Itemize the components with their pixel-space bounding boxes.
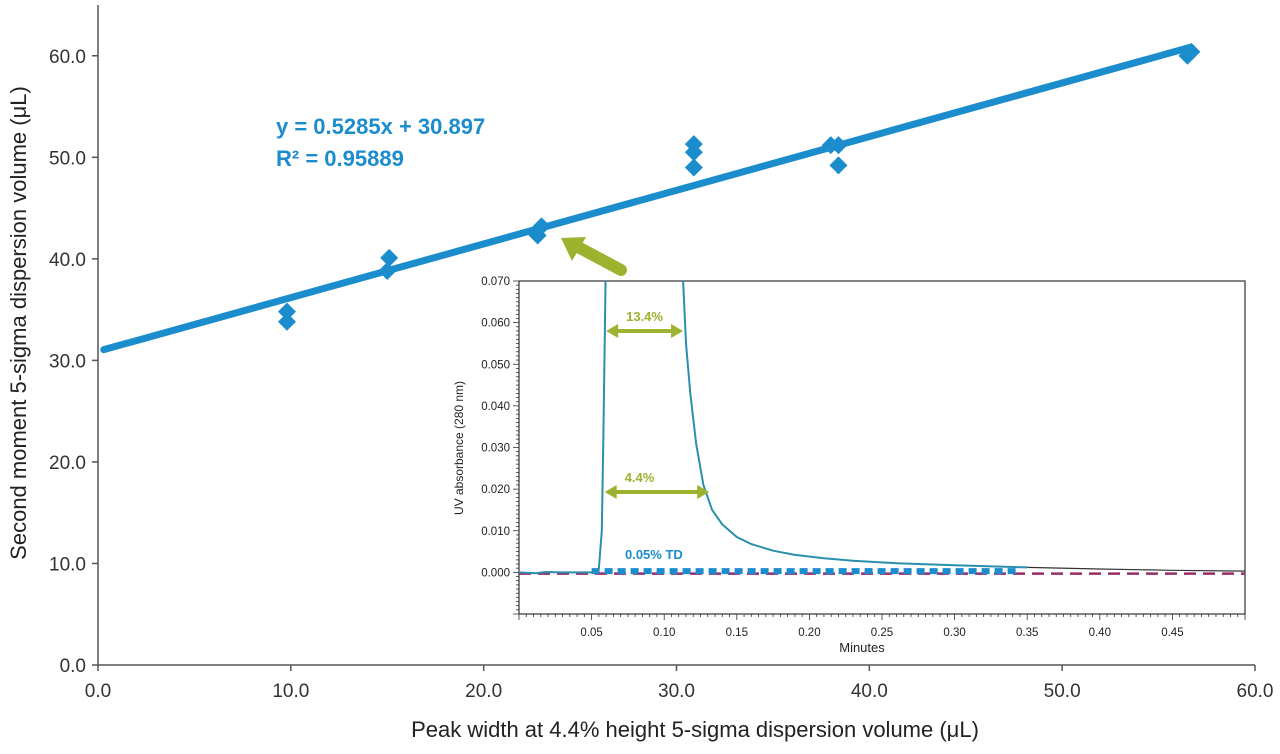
main-y-tick-label: 60.0: [49, 47, 86, 68]
main-y-tick-label: 50.0: [49, 148, 86, 169]
main-x-axis-label: Peak width at 4.4% height 5-sigma disper…: [411, 717, 979, 742]
inset-y-tick-label: 0.070: [481, 276, 510, 288]
callout-arrow-shaft: [572, 241, 627, 276]
inset-x-tick-label: 0.10: [653, 627, 675, 639]
main-y-tick-label: 0.0: [60, 656, 86, 677]
inset-y-tick-label: 0.030: [481, 443, 510, 455]
inset-width-markers: 13.4% 4.4%: [604, 309, 710, 500]
scatter-point: [277, 312, 296, 331]
scatter-point: [1182, 42, 1201, 61]
main-x-tick-label: 60.0: [1237, 681, 1274, 702]
inset-x-tick-label: 0.25: [871, 627, 893, 639]
main-y-tick-label: 10.0: [49, 554, 86, 575]
inset-y-ticks: 0.000 0.010 0.020 0.030 0.040 0.050 0.060 0.070: [481, 276, 510, 579]
scatter-point: [277, 302, 296, 321]
inset-minor-ticks: [513, 280, 1246, 620]
main-x-tick-label: 20.0: [465, 681, 502, 702]
inset-y-axis-label: UV absorbance (280 nm): [452, 381, 466, 515]
main-y-axis-label: Second moment 5-sigma dispersion volume …: [6, 86, 31, 560]
main-x-tick-label: 0.0: [85, 681, 111, 702]
inset-x-tick-label: 0.30: [943, 627, 965, 639]
width-marker-arrowhead-left: [604, 485, 617, 500]
inset-x-tick-label: 0.15: [726, 627, 748, 639]
main-x-tick-label: 50.0: [1044, 681, 1081, 702]
inset-frame: [518, 280, 1246, 615]
scatter-point: [829, 136, 848, 155]
main-y-tick-label: 40.0: [49, 250, 86, 271]
main-scatter-chart: 0.0 10.0 20.0 30.0 40.0 50.0 60.0 0.0 10.0 20.0 3…: [6, 5, 1273, 742]
main-x-tick-label: 30.0: [658, 681, 695, 702]
inset-x-tick-label: 0.45: [1161, 627, 1183, 639]
inset-y-tick-label: 0.060: [481, 318, 510, 330]
callout-arrow-head: [561, 237, 586, 261]
scatter-point: [380, 248, 399, 267]
inset-x-tick-label: 0.40: [1089, 627, 1111, 639]
inset-x-tick-label: 0.05: [580, 627, 602, 639]
width-marker-label: 13.4%: [626, 309, 663, 324]
inset-y-tick-label: 0.040: [481, 401, 510, 413]
inset-x-ticks: 0.05 0.10 0.15 0.20 0.25 0.30 0.35 0.40 0.45: [580, 627, 1183, 639]
scatter-point: [378, 262, 397, 281]
inset-x-tick-label: 0.20: [798, 627, 820, 639]
main-y-tick-label: 20.0: [49, 453, 86, 474]
inset-y-tick-label: 0.010: [481, 526, 510, 538]
inset-line-chart: 0.000 0.010 0.020 0.030 0.040 0.050 0.060 0.070…: [452, 276, 1246, 655]
scatter-point: [829, 156, 848, 175]
main-x-tick-label: 40.0: [851, 681, 888, 702]
scatter-point: [684, 158, 703, 177]
trendline-r-squared: R² = 0.95889: [276, 146, 404, 171]
width-marker-label: 4.4%: [625, 470, 655, 485]
width-marker-arrowhead-left: [606, 323, 619, 338]
callout-arrow: [561, 237, 627, 276]
width-marker-arrowhead-right: [671, 323, 684, 338]
trendline-equation: y = 0.5285x + 30.897: [276, 114, 485, 139]
trendline: [100, 44, 1193, 354]
scatter-point: [684, 135, 703, 154]
main-y-ticks: 0.0 10.0 20.0 30.0 40.0 50.0 60.0: [49, 47, 98, 677]
main-y-tick-label: 30.0: [49, 351, 86, 372]
inset-trace-tail: [1027, 566, 1245, 572]
scatter-points: [277, 42, 1201, 331]
width-marker-arrowhead-right: [697, 485, 710, 500]
scatter-point: [532, 217, 551, 236]
inset-y-tick-label: 0.050: [481, 359, 510, 371]
inset-trace: [519, 281, 1028, 575]
inset-y-tick-label: 0.020: [481, 484, 510, 496]
inset-x-axis-label: Minutes: [839, 640, 885, 655]
main-x-ticks: 0.0 10.0 20.0 30.0 40.0 50.0 60.0: [85, 665, 1274, 702]
inset-x-tick-label: 0.35: [1016, 627, 1038, 639]
main-x-tick-label: 10.0: [272, 681, 309, 702]
inset-td-label: 0.05% TD: [625, 547, 683, 562]
inset-y-tick-label: 0.000: [481, 567, 510, 579]
